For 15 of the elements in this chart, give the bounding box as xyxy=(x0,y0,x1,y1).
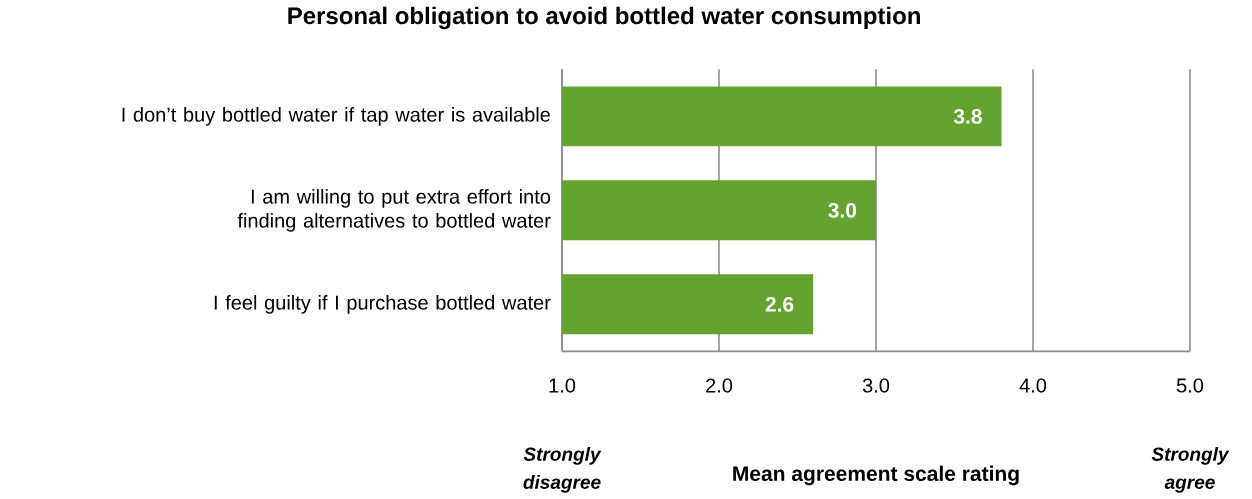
y-tick-label: I feel guilty if I purchase bottled water xyxy=(214,294,551,314)
data-label: 2.6 xyxy=(765,296,794,312)
chart-title: Personal obligation to avoid bottled water consumption xyxy=(288,6,920,29)
data-label: 3.0 xyxy=(828,202,857,218)
y-tick-label: I am willing to put extra effort into finding alternatives to bottled water xyxy=(237,188,551,232)
text: Strongly agree xyxy=(1151,446,1230,493)
x-tick-label: 4.0 xyxy=(1019,378,1047,393)
x-tick-label: 1.0 xyxy=(549,378,576,393)
x-axis-title: Mean agreement scale rating xyxy=(733,465,1019,486)
x-tick-label: 2.0 xyxy=(706,378,733,393)
data-label: 3.8 xyxy=(953,108,982,124)
text: Strongly disagree xyxy=(523,446,602,493)
x-tick-label: 5.0 xyxy=(1176,378,1204,393)
y-tick-label: I don’t buy bottled water if tap water is available xyxy=(122,106,550,126)
x-tick-label: 3.0 xyxy=(862,378,890,393)
